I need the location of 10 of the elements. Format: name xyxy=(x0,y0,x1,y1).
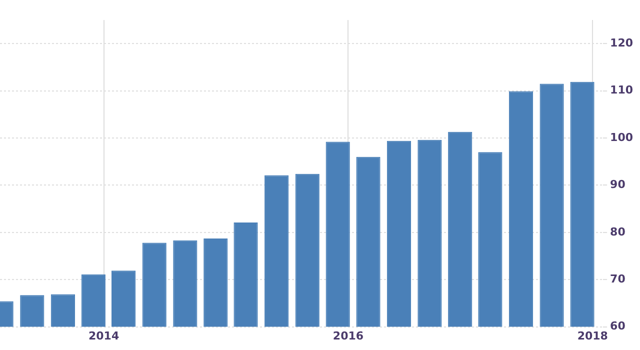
x-tick-label: 2016 xyxy=(332,329,364,342)
y-tick-label: 80 xyxy=(610,225,626,238)
y-tick-label: 60 xyxy=(610,320,626,333)
y-tick-label: 100 xyxy=(610,130,634,144)
x-tick-label: 2018 xyxy=(577,329,608,342)
x-tick-label: 2014 xyxy=(88,329,120,342)
y-tick-label: 110 xyxy=(610,84,634,97)
y-tick-label: 70 xyxy=(610,272,626,286)
y-tick-label: 90 xyxy=(610,178,626,192)
y-tick-label: 120 xyxy=(610,36,634,50)
